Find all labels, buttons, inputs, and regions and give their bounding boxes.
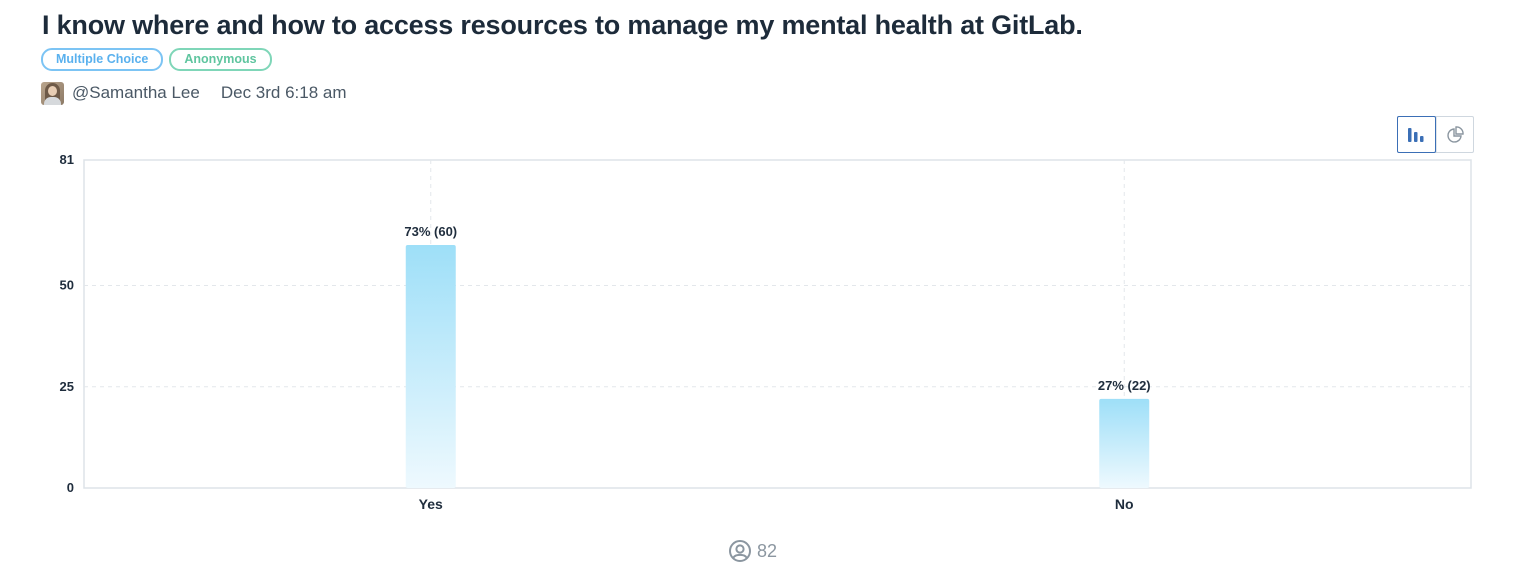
y-tick-label: 81 [60, 152, 74, 167]
bar-data-label: 73% (60) [404, 224, 457, 239]
question-tags: Multiple Choice Anonymous [41, 48, 272, 71]
plot-frame [83, 159, 1472, 489]
bar-chart-icon [1408, 127, 1424, 142]
bar-yes[interactable] [405, 245, 456, 488]
pie-chart-icon [1447, 125, 1464, 143]
x-tick-label: No [1115, 496, 1134, 512]
tag-anonymous: Anonymous [169, 48, 272, 71]
question-meta: @Samantha Lee Dec 3rd 6:18 am [41, 81, 347, 105]
results-bar-chart: 0 25 50 81 73% (60) Yes 27% (22) No [60, 152, 1472, 512]
x-tick-label: Yes [419, 496, 443, 512]
y-tick-label: 50 [60, 278, 74, 293]
user-circle-icon [729, 540, 751, 562]
pie-chart-view-button[interactable] [1435, 117, 1473, 152]
post-date: Dec 3rd 6:18 am [220, 83, 347, 102]
bar-data-label: 27% (22) [1098, 378, 1151, 393]
y-tick-label: 25 [60, 379, 74, 394]
y-tick-label: 0 [67, 480, 74, 495]
chart-view-toggle [1397, 116, 1474, 153]
bar-chart-view-button[interactable] [1397, 116, 1436, 153]
bar-no[interactable] [1099, 398, 1150, 488]
respondent-count: 82 [728, 539, 777, 563]
author-name[interactable]: @Samantha Lee [72, 83, 200, 102]
avatar [41, 81, 64, 105]
respondent-count-value: 82 [757, 540, 778, 561]
tag-multiple-choice: Multiple Choice [41, 48, 164, 71]
question-title: I know where and how to access resources… [42, 10, 1083, 40]
